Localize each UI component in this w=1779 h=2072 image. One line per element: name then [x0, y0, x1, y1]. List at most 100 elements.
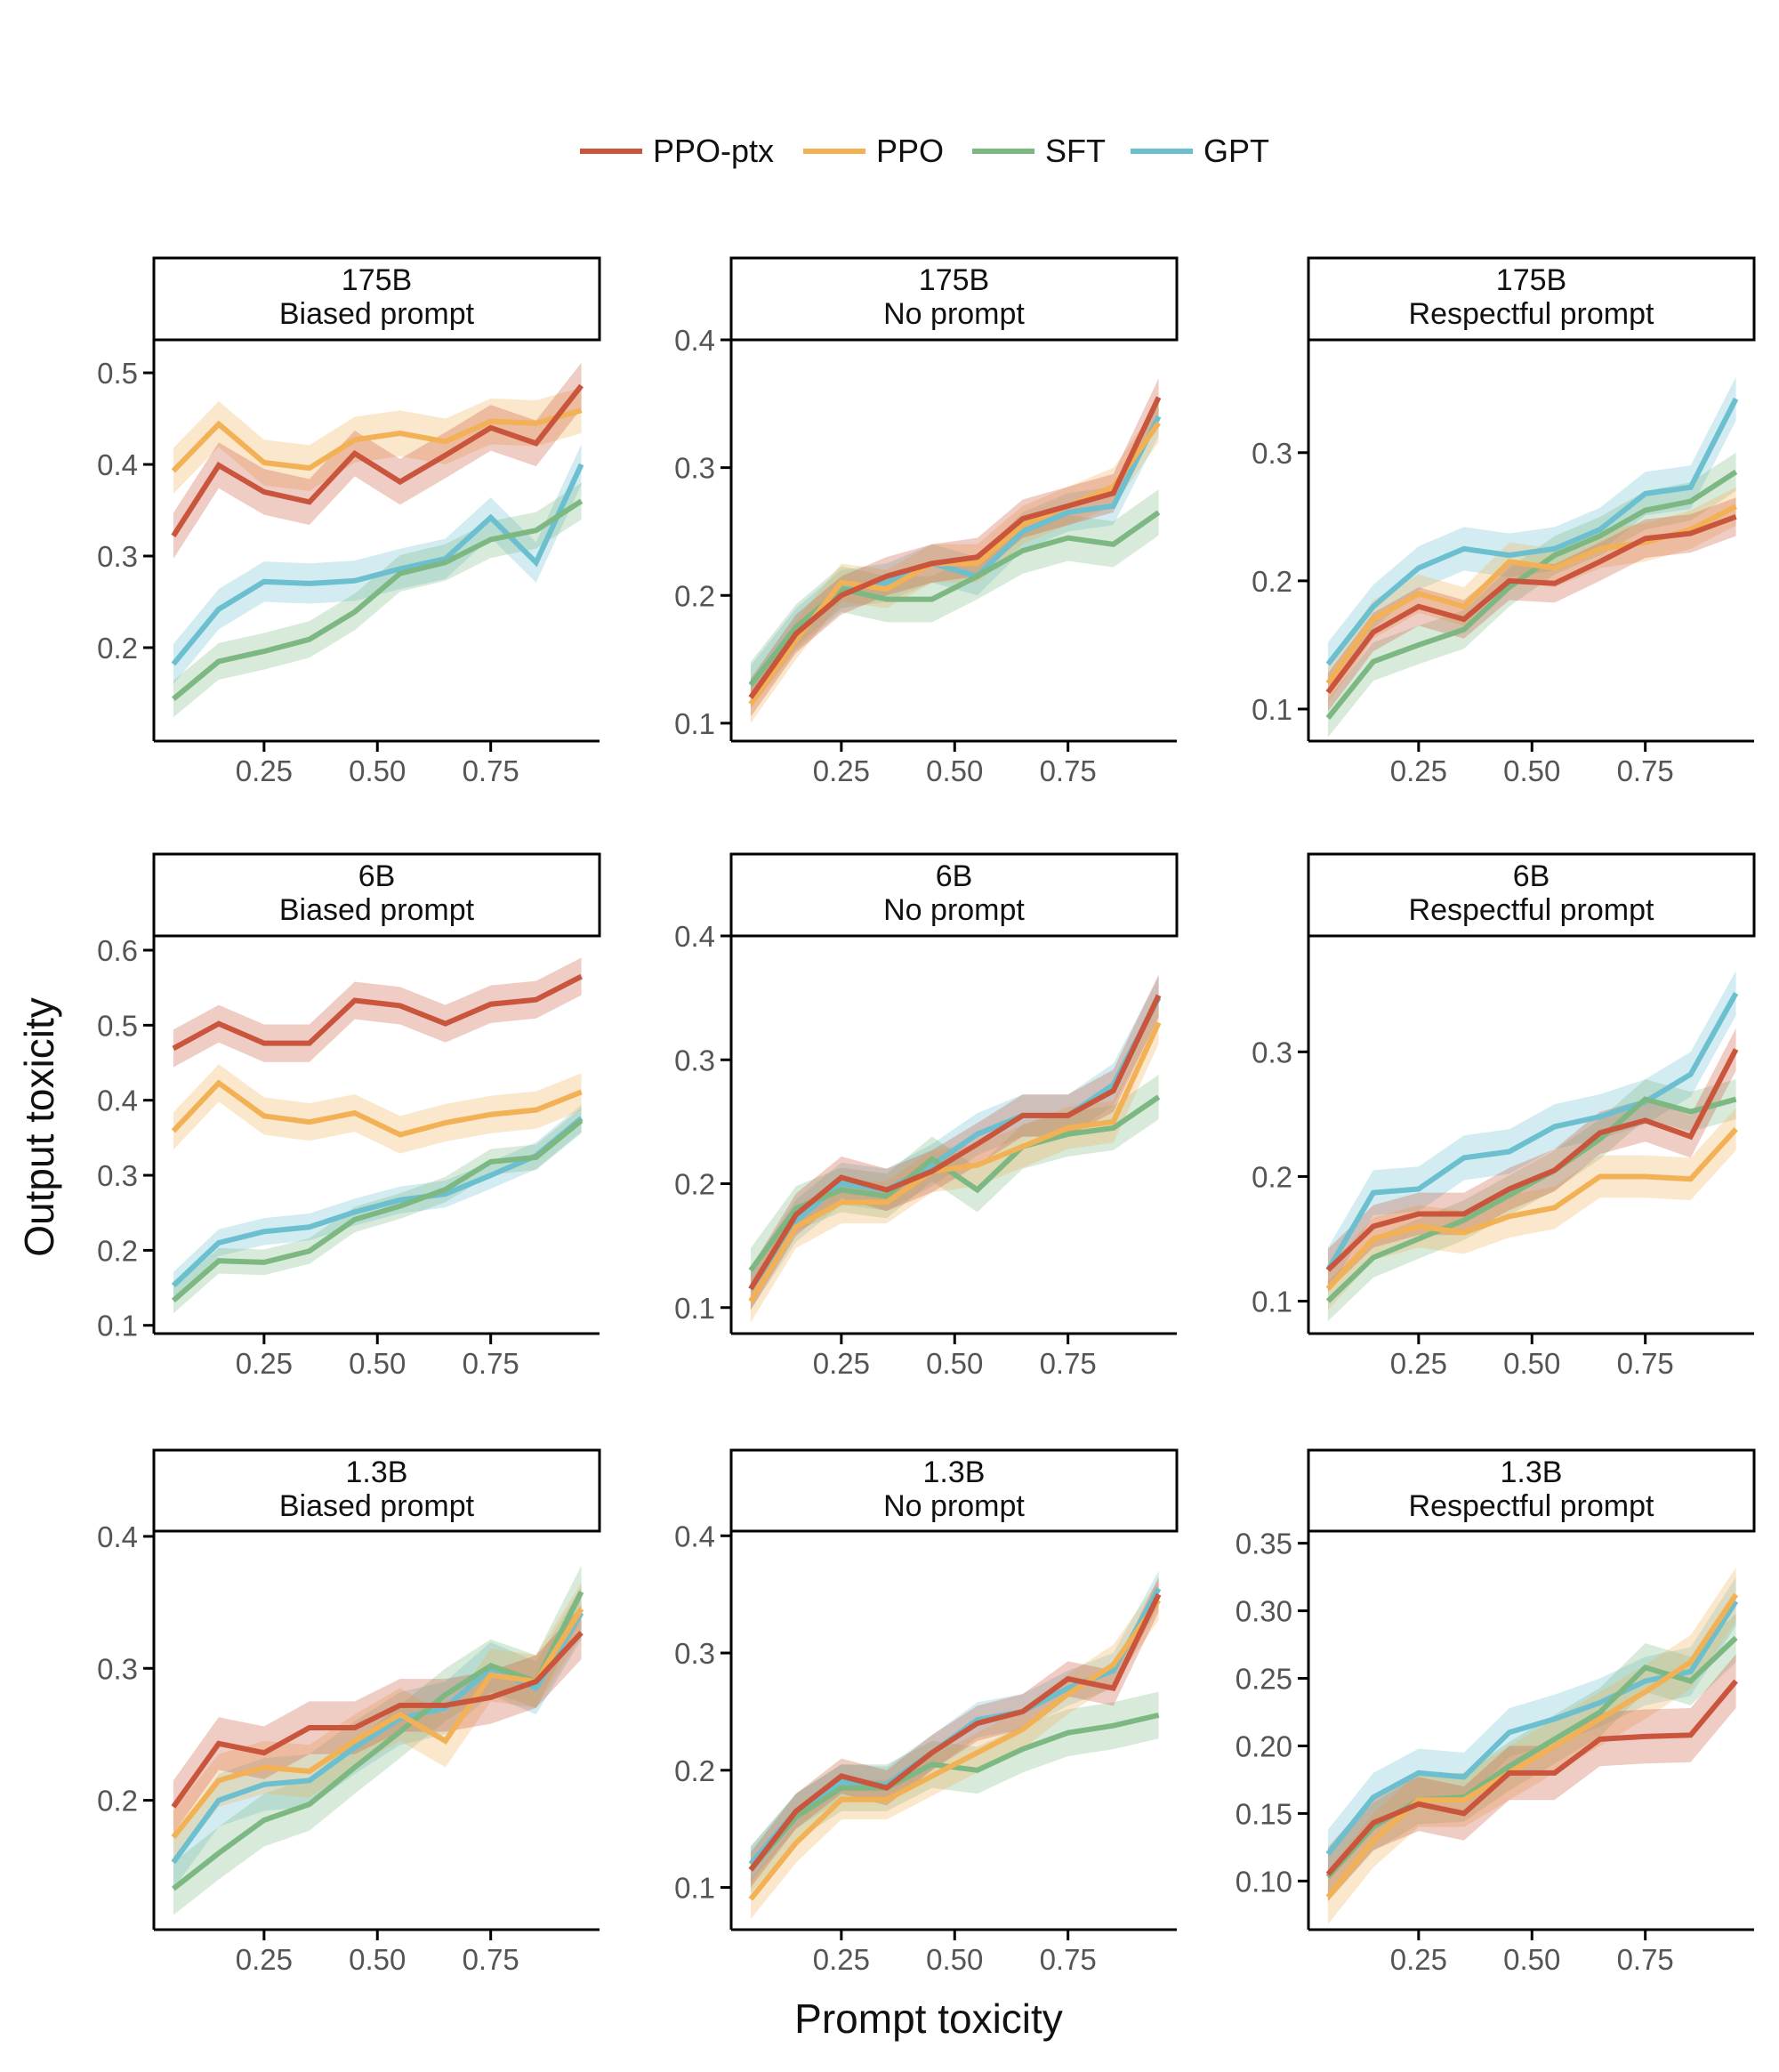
ci-ribbon-ppo: [1327, 1108, 1736, 1310]
y-tick-label: 0.4: [97, 1084, 138, 1117]
ci-ribbon-ppo-ptx: [1327, 1654, 1736, 1902]
series-line-ppo: [748, 1599, 1162, 1901]
x-tick-label: 0.50: [349, 1943, 406, 1976]
ci-ribbon-sft: [1327, 452, 1736, 738]
strip-label: Respectful prompt: [1409, 297, 1654, 331]
facet-strip: [152, 256, 601, 342]
series-line-ppo-ptx: [1325, 1679, 1738, 1876]
y-tick-label: 0.5: [97, 1009, 138, 1042]
x-tick-label: 0.25: [236, 1943, 293, 1976]
x-tick-label: 0.50: [926, 1347, 983, 1380]
y-tick-label: 0.3: [97, 1159, 138, 1192]
x-tick-label: 0.75: [1617, 1943, 1674, 1976]
y-tick-label: 0.3: [97, 540, 138, 573]
x-tick-label: 0.50: [926, 754, 983, 787]
ci-ribbon-ppo: [173, 387, 582, 494]
strip-label: Biased prompt: [279, 297, 475, 331]
y-tick-label: 0.6: [97, 934, 138, 967]
y-tick-label: 0.4: [674, 920, 715, 953]
y-tick-label: 0.1: [1252, 693, 1292, 726]
series-line-ppo-ptx: [172, 973, 583, 1052]
y-tick-label: 0.1: [1252, 1286, 1292, 1318]
strip-label: Biased prompt: [279, 893, 475, 927]
y-tick-label: 0.3: [1252, 437, 1292, 470]
ci-ribbon-ppo: [1327, 1568, 1736, 1924]
y-tick-label: 0.1: [674, 707, 715, 740]
x-tick-label: 0.50: [349, 754, 406, 787]
ci-ribbon-ppo-ptx: [750, 974, 1159, 1310]
x-tick-label: 0.75: [463, 1347, 519, 1380]
series-line-ppo-ptx: [171, 1631, 584, 1809]
series-line-sft: [1325, 469, 1738, 720]
strip-label: 6B: [358, 859, 396, 893]
ci-ribbon-sft: [173, 482, 582, 718]
strip-label: No prompt: [883, 297, 1025, 331]
x-tick-label: 0.50: [1503, 754, 1560, 787]
y-tick-label: 0.3: [674, 1044, 715, 1076]
y-tick-label: 0.2: [674, 1168, 715, 1201]
series-line-ppo-ptx: [748, 396, 1162, 699]
x-tick-label: 0.75: [1040, 754, 1097, 787]
y-tick-label: 0.3: [1252, 1036, 1292, 1068]
ci-ribbon-ppo-ptx: [750, 378, 1159, 717]
ci-ribbon-sft: [750, 1074, 1159, 1294]
strip-label: No prompt: [883, 893, 1025, 927]
x-tick-label: 0.50: [926, 1943, 983, 1976]
series-line-gpt: [1325, 991, 1739, 1272]
series-line-ppo: [1325, 1592, 1739, 1899]
x-tick-label: 0.75: [1040, 1943, 1097, 1976]
legend-label: SFT: [1045, 133, 1106, 169]
ci-ribbon-sft: [750, 1691, 1159, 1894]
facet-strip: [729, 852, 1179, 938]
legend-label: PPO-ptx: [653, 133, 774, 169]
ci-ribbon-sft: [1327, 1079, 1736, 1321]
facet-strip: [1307, 256, 1756, 342]
facet-strip: [1307, 1448, 1756, 1533]
series-line-ppo: [171, 407, 583, 473]
legend-label: GPT: [1203, 133, 1269, 169]
series-line-sft: [172, 1590, 584, 1891]
ci-ribbon-ppo: [173, 1064, 582, 1154]
strip-label: 175B: [919, 263, 989, 297]
ci-ribbon-ppo: [1327, 487, 1736, 703]
series-line-ppo-ptx: [171, 383, 584, 537]
x-axis-title: Prompt toxicity: [794, 1995, 1063, 2042]
ci-ribbon-gpt: [173, 1586, 582, 1890]
ci-ribbon-ppo: [173, 1582, 582, 1864]
series-line-ppo-ptx: [748, 1592, 1162, 1872]
series-line-ppo-ptx: [748, 994, 1162, 1291]
ci-ribbon-ppo-ptx: [173, 1606, 582, 1834]
y-tick-label: 0.4: [97, 448, 138, 481]
ci-ribbon-ppo-ptx: [750, 1576, 1159, 1888]
x-tick-label: 0.50: [1503, 1347, 1560, 1380]
y-tick-label: 0.3: [674, 1637, 715, 1670]
legend-item-ppo-ptx: PPO-ptx: [580, 133, 774, 169]
x-tick-label: 0.50: [349, 1347, 406, 1380]
y-tick-label: 0.15: [1236, 1797, 1292, 1830]
strip-label: 175B: [342, 263, 412, 297]
y-tick-label: 0.30: [1236, 1595, 1292, 1628]
x-tick-label: 0.50: [1503, 1943, 1560, 1976]
y-tick-label: 0.3: [674, 452, 715, 485]
ci-ribbon-ppo: [750, 1580, 1159, 1920]
y-tick-label: 0.1: [674, 1292, 715, 1325]
x-tick-label: 0.75: [1040, 1347, 1097, 1380]
ci-ribbon-ppo-ptx: [1327, 497, 1736, 712]
series-line-ppo: [171, 1079, 583, 1138]
strip-label: 1.3B: [346, 1455, 408, 1489]
ci-ribbon-sft: [750, 489, 1159, 708]
y-tick-label: 0.3: [97, 1652, 138, 1685]
x-tick-label: 0.25: [1390, 1943, 1447, 1976]
facet-strip: [152, 852, 601, 938]
series-line-sft: [172, 498, 584, 701]
y-tick-label: 0.4: [674, 1520, 715, 1552]
ci-ribbon-gpt: [750, 1570, 1159, 1882]
series-line-ppo: [748, 1021, 1162, 1303]
